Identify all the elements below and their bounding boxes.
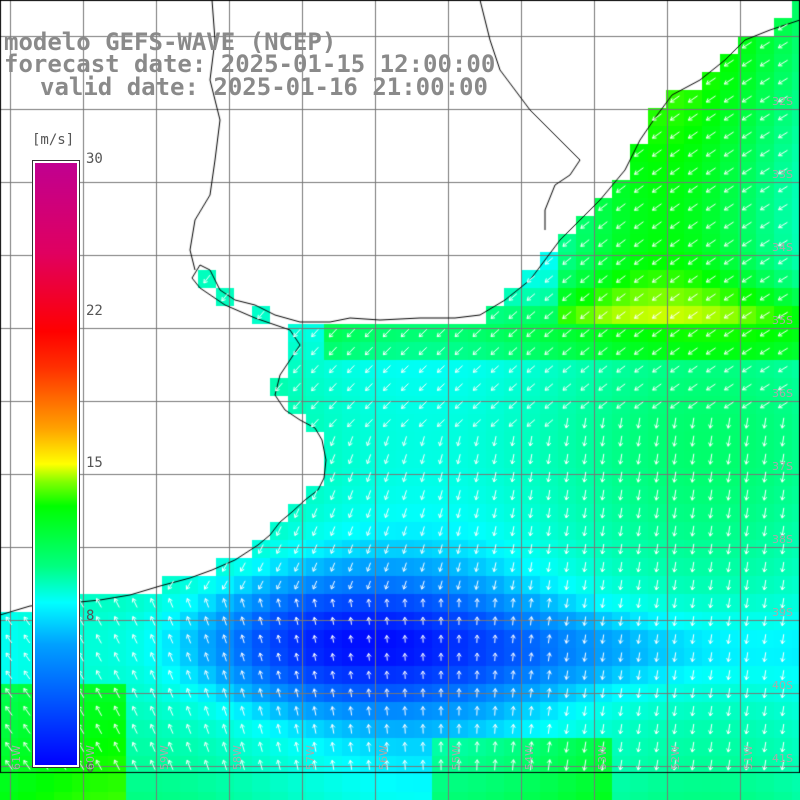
lon-label: 57W (304, 745, 317, 770)
colorbar-gradient (35, 163, 77, 765)
lon-label: 60W (84, 745, 97, 770)
lon-label: 53W (596, 745, 609, 770)
lat-label: 40S (772, 679, 793, 692)
lat-label: 35S (772, 314, 793, 327)
map-title-valid-date: valid date: 2025-01-16 21:00:00 (40, 73, 488, 101)
lat-label: 33S (772, 168, 793, 181)
colorbar-tick-22: 22 (86, 303, 103, 319)
lon-label: 51W (742, 745, 755, 770)
colorbar-tick-8: 8 (86, 608, 95, 624)
colorbar-tick-30: 30 (86, 151, 103, 167)
map-title-model: modelo GEFS-WAVE (NCEP) (4, 28, 337, 56)
lon-label: 56W (377, 745, 390, 770)
lon-label: 61W (10, 745, 23, 770)
lon-label: 55W (450, 745, 463, 770)
lon-label: 59W (158, 745, 171, 770)
lat-label: 36S (772, 387, 793, 400)
lat-label: 39S (772, 606, 793, 619)
colorbar-unit-label: [m/s] (32, 132, 75, 148)
lat-label: 32S (772, 95, 793, 108)
lon-label: 52W (669, 745, 682, 770)
lon-label: 58W (231, 745, 244, 770)
lon-label: 54W (523, 745, 536, 770)
colorbar-tick-15: 15 (86, 455, 103, 471)
lat-label: 34S (772, 241, 793, 254)
colorbar (32, 160, 80, 768)
lat-label: 41S (772, 752, 793, 765)
map-title-forecast-date: forecast date: 2025-01-15 12:00:00 (4, 50, 496, 78)
lat-label: 37S (772, 460, 793, 473)
lat-label: 38S (772, 533, 793, 546)
colorbar-tick-0: 0 (86, 760, 95, 776)
